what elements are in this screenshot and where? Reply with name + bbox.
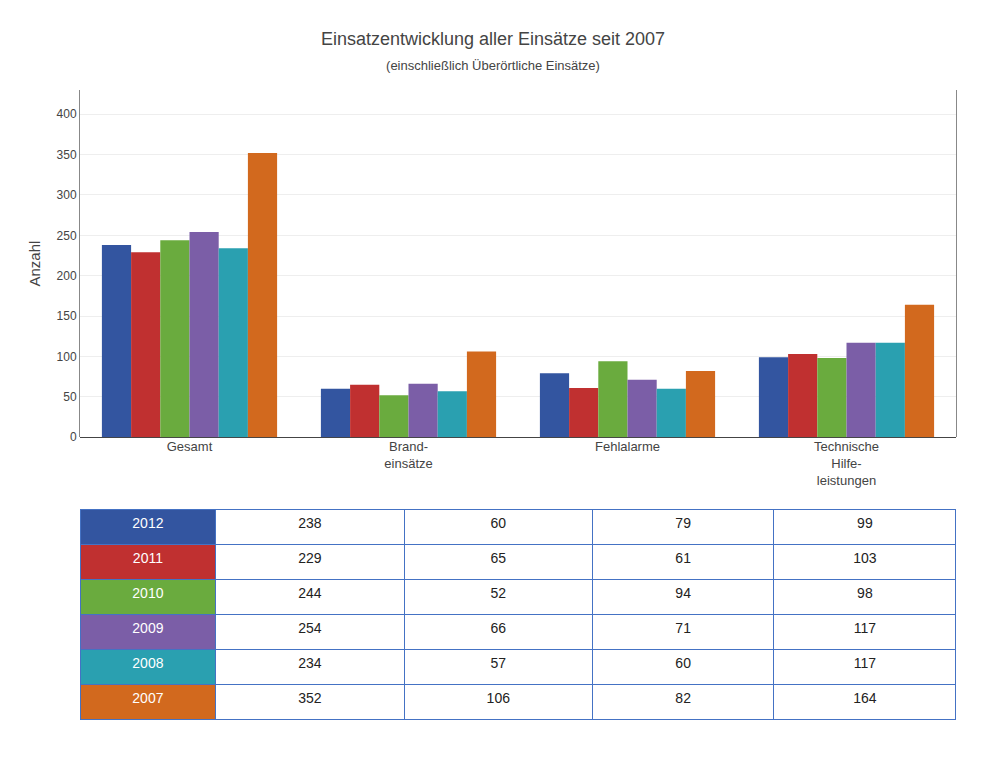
- svg-text:244: 244: [298, 585, 322, 601]
- svg-text:106: 106: [487, 690, 511, 706]
- svg-text:60: 60: [675, 655, 691, 671]
- svg-text:65: 65: [491, 550, 507, 566]
- svg-text:(einschließlich Überörtliche E: (einschließlich Überörtliche Einsätze): [386, 58, 600, 73]
- svg-text:Fehlalarme: Fehlalarme: [595, 439, 660, 454]
- svg-text:Einsatzentwicklung aller Einsä: Einsatzentwicklung aller Einsätze seit 2…: [321, 29, 665, 49]
- svg-text:254: 254: [298, 620, 322, 636]
- svg-text:229: 229: [298, 550, 322, 566]
- svg-text:61: 61: [675, 550, 691, 566]
- svg-text:Anzahl: Anzahl: [26, 241, 43, 287]
- svg-text:103: 103: [853, 550, 877, 566]
- svg-text:300: 300: [57, 188, 77, 202]
- svg-text:50: 50: [63, 390, 77, 404]
- svg-text:117: 117: [854, 655, 877, 671]
- svg-text:100: 100: [57, 350, 77, 364]
- svg-text:250: 250: [57, 229, 77, 243]
- svg-text:98: 98: [857, 585, 873, 601]
- svg-text:164: 164: [853, 690, 877, 706]
- svg-text:52: 52: [491, 585, 507, 601]
- svg-text:234: 234: [298, 655, 322, 671]
- svg-text:400: 400: [57, 107, 77, 121]
- svg-text:60: 60: [491, 515, 507, 531]
- svg-text:TechnischeHilfe-leistungen: TechnischeHilfe-leistungen: [814, 439, 879, 488]
- svg-text:2009: 2009: [132, 620, 163, 636]
- svg-text:2008: 2008: [132, 655, 163, 671]
- svg-text:57: 57: [491, 655, 507, 671]
- svg-text:352: 352: [298, 690, 322, 706]
- svg-text:99: 99: [857, 515, 873, 531]
- svg-text:238: 238: [298, 515, 322, 531]
- svg-text:2007: 2007: [132, 690, 163, 706]
- svg-text:94: 94: [675, 585, 691, 601]
- svg-text:0: 0: [70, 430, 77, 444]
- svg-text:2012: 2012: [132, 515, 163, 531]
- svg-text:2010: 2010: [132, 585, 163, 601]
- svg-text:200: 200: [57, 269, 77, 283]
- svg-text:Gesamt: Gesamt: [167, 439, 213, 454]
- svg-text:350: 350: [57, 148, 77, 162]
- svg-text:66: 66: [491, 620, 507, 636]
- svg-text:71: 71: [675, 620, 691, 636]
- svg-text:79: 79: [675, 515, 691, 531]
- svg-text:2011: 2011: [133, 550, 163, 566]
- svg-text:150: 150: [57, 309, 77, 323]
- svg-text:Brand-einsätze: Brand-einsätze: [384, 439, 432, 471]
- svg-text:82: 82: [675, 690, 691, 706]
- svg-text:117: 117: [854, 620, 877, 636]
